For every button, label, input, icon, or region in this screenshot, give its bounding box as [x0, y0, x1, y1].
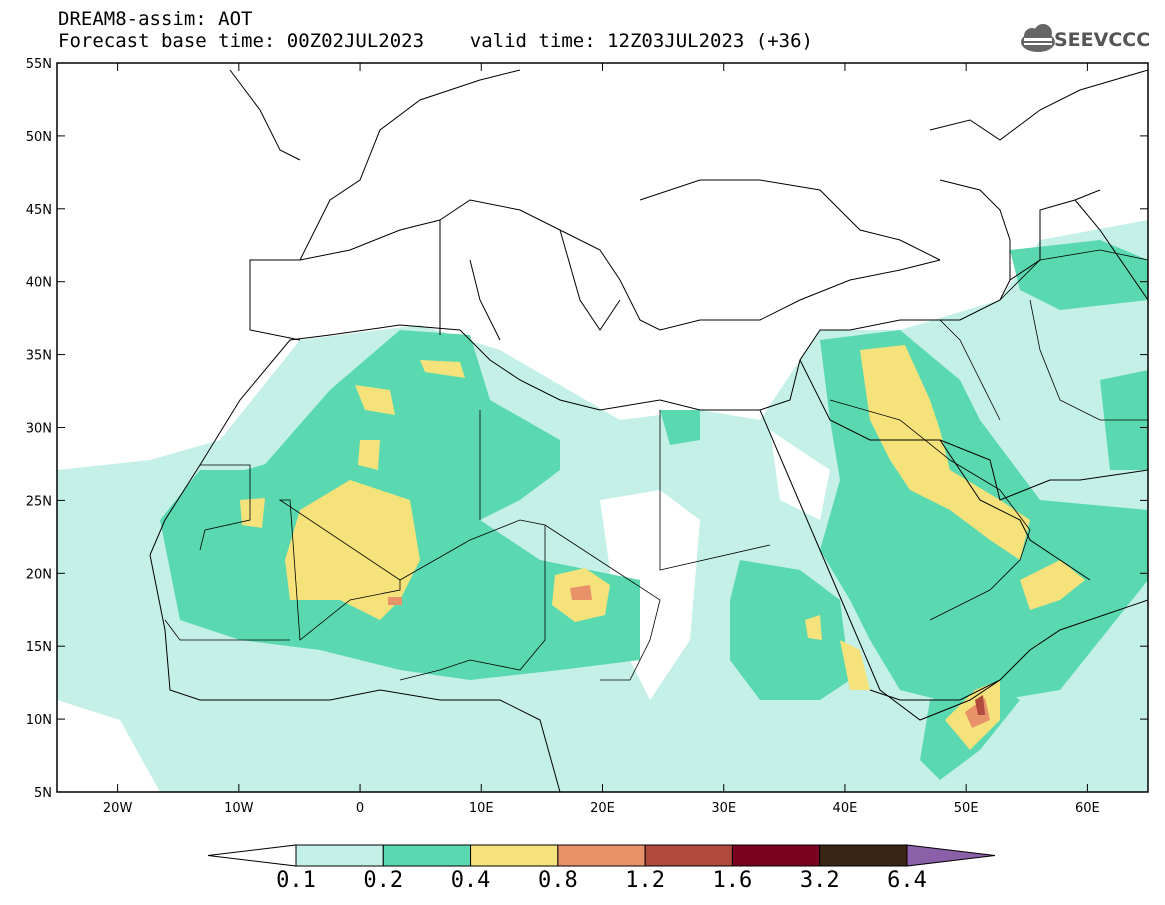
colorbar-segment: [295, 844, 384, 867]
colorbar-min-arrow: [207, 844, 297, 867]
cloud-logo-icon: [1021, 24, 1055, 52]
map-title: DREAM8-assim: AOT: [58, 8, 253, 30]
latitude-label: 35N: [26, 349, 52, 364]
colorbar-segment: [644, 844, 733, 867]
colorbar-max-arrow: [906, 844, 996, 867]
longitude-label: 0: [356, 801, 364, 816]
longitude-label: 10E: [469, 801, 494, 816]
colorbar-label: 0.8: [537, 868, 578, 893]
latitude-label: 45N: [26, 203, 52, 218]
colorbar-segment: [382, 844, 472, 867]
latitude-label: 40N: [26, 276, 52, 291]
latitude-labels: 55N 50N 45N 40N 35N 30N 25N 20N 15N 10N 5N: [26, 57, 52, 801]
colorbar-label: 6.4: [887, 868, 927, 893]
country-borders: [164, 249, 1148, 681]
colorbar-segment: [731, 844, 821, 867]
latitude-label: 5N: [34, 786, 52, 801]
seevccc-logo: [1021, 24, 1055, 52]
longitude-label: 30E: [711, 801, 736, 816]
longitude-labels: 20W 10W 0 10E 20E 30E 40E 50E 60E: [103, 801, 1100, 816]
colorbar-segment: [819, 844, 908, 867]
longitude-label: 20E: [590, 801, 615, 816]
latitude-label: 15N: [26, 640, 52, 655]
colorbar: [207, 844, 996, 867]
longitude-label: 20W: [103, 801, 133, 816]
latitude-label: 25N: [26, 494, 52, 509]
latitude-label: 20N: [26, 567, 52, 582]
colorbar-label: 1.6: [712, 868, 753, 893]
aot-shading: [57, 220, 1148, 792]
latitude-label: 55N: [26, 57, 52, 72]
logo-text: SEEVCCC: [1054, 29, 1151, 51]
colorbar-label: 0.1: [276, 868, 316, 893]
longitude-label: 10W: [224, 801, 254, 816]
colorbar-segment: [470, 844, 559, 867]
latitude-label: 10N: [26, 713, 52, 728]
latitude-label: 30N: [26, 422, 52, 437]
colorbar-label: 3.2: [799, 868, 840, 893]
longitude-label: 40E: [833, 801, 858, 816]
coastlines: [149, 69, 1148, 792]
longitude-label: 50E: [954, 801, 979, 816]
forecast-time-line: Forecast base time: 00Z02JUL2023 valid t…: [58, 30, 813, 52]
colorbar-label: 0.4: [450, 868, 491, 893]
colorbar-segment: [557, 844, 646, 867]
longitude-label: 60E: [1075, 801, 1100, 816]
colorbar-label: 0.2: [363, 868, 404, 893]
latitude-label: 50N: [26, 130, 52, 145]
colorbar-label: 1.2: [625, 868, 666, 893]
